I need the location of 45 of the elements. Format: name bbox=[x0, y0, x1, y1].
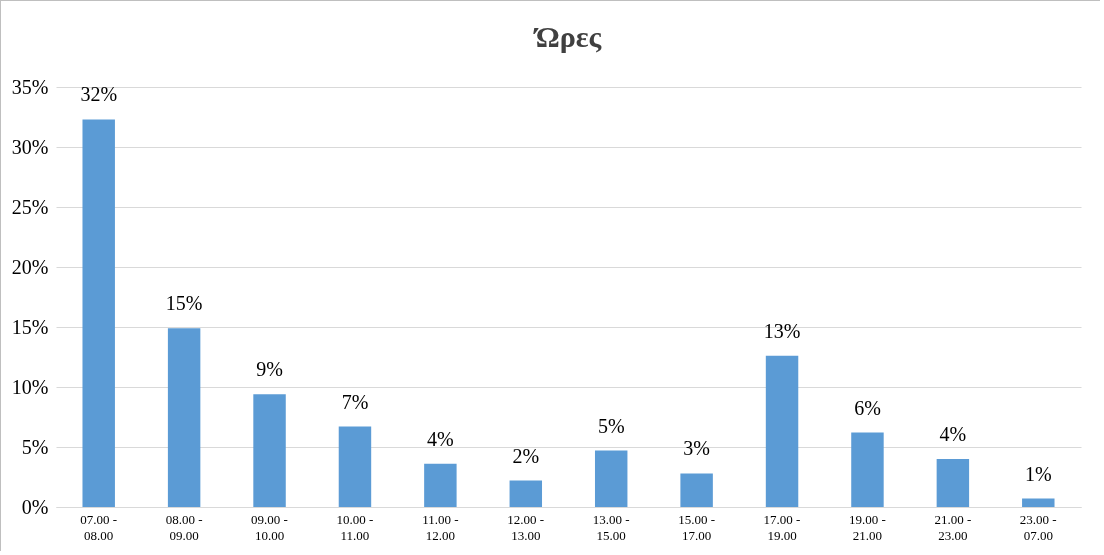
y-tick-label: 30% bbox=[11, 135, 49, 158]
y-tick-label: 20% bbox=[11, 255, 49, 278]
x-tick-label: 19.00 - 21.00 bbox=[849, 511, 886, 543]
x-tick-label: 17.00 - 19.00 bbox=[763, 511, 801, 543]
data-label: 4% bbox=[939, 423, 967, 445]
bar bbox=[338, 426, 372, 507]
data-label: 9% bbox=[256, 358, 283, 381]
bar bbox=[594, 450, 628, 507]
y-tick-label: 5% bbox=[21, 435, 49, 458]
x-tick-label: 12.00 - 13.00 bbox=[507, 511, 545, 543]
data-label: 6% bbox=[854, 396, 881, 419]
chart-title: Ώρες bbox=[532, 20, 602, 53]
data-label: 4% bbox=[427, 427, 454, 450]
bar bbox=[851, 432, 884, 507]
y-tick-label: 35% bbox=[11, 75, 49, 98]
bar bbox=[167, 328, 201, 507]
data-label: 5% bbox=[597, 414, 625, 437]
x-tick-label: 21.00 - 23.00 bbox=[934, 511, 972, 543]
data-label: 32% bbox=[80, 83, 118, 106]
bar bbox=[680, 473, 713, 507]
y-tick-label: 15% bbox=[11, 315, 49, 338]
bar bbox=[765, 355, 799, 507]
bar bbox=[424, 463, 457, 507]
bar bbox=[936, 459, 970, 507]
data-label: 15% bbox=[165, 292, 203, 315]
data-label: 7% bbox=[341, 390, 369, 413]
data-label: 13% bbox=[763, 319, 801, 342]
x-tick-label: 09.00 - 10.00 bbox=[251, 511, 288, 543]
y-tick-label: 10% bbox=[11, 375, 49, 398]
x-tick-label: 11.00 - 12.00 bbox=[422, 511, 459, 543]
x-tick-label: 07.00 - 08.00 bbox=[80, 511, 118, 543]
x-tick-label: 15.00 - 17.00 bbox=[678, 511, 716, 543]
bar bbox=[82, 119, 115, 507]
y-tick-label: 25% bbox=[11, 195, 49, 218]
bar bbox=[509, 480, 543, 507]
y-tick-label: 0% bbox=[21, 495, 49, 518]
data-label: 2% bbox=[512, 444, 540, 467]
x-tick-label: 10.00 - 11.00 bbox=[336, 511, 374, 543]
x-tick-label: 13.00 - 15.00 bbox=[592, 511, 630, 543]
x-tick-label: 08.00 - 09.00 bbox=[165, 511, 203, 543]
data-label: 3% bbox=[683, 437, 710, 460]
data-label: 1% bbox=[1024, 462, 1052, 485]
bar bbox=[253, 394, 286, 507]
x-tick-label: 23.00 - 07.00 bbox=[1019, 511, 1057, 543]
bar bbox=[1022, 498, 1055, 507]
